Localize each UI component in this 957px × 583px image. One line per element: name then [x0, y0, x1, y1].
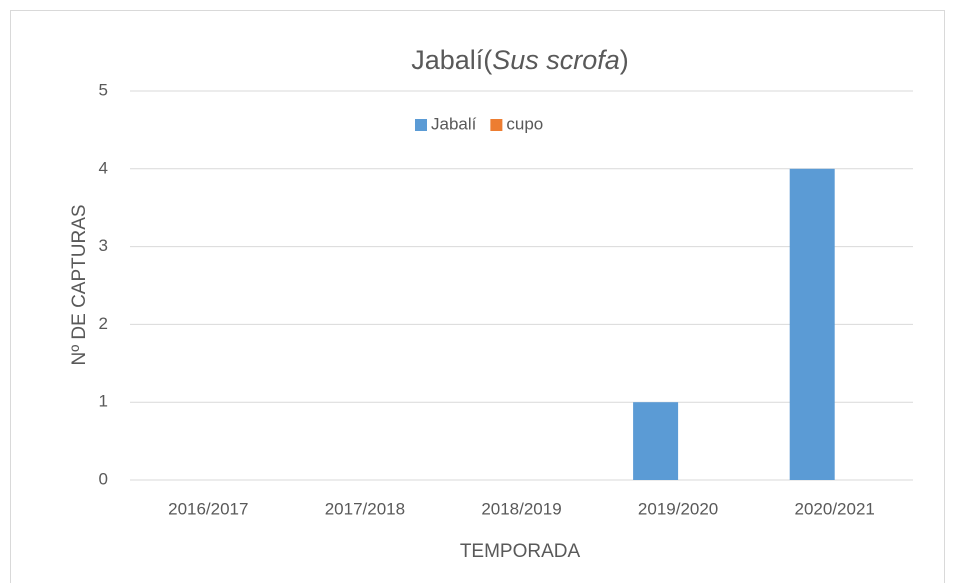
y-tick-label: 1: [99, 392, 108, 411]
y-tick-label: 0: [99, 469, 108, 488]
x-tick-label: 2020/2021: [795, 499, 875, 518]
title-part: ): [620, 45, 629, 75]
chart-border: [10, 10, 945, 583]
chart-title: Jabalí(Sus scrofa): [411, 45, 629, 75]
x-tick-label: 2018/2019: [481, 499, 561, 518]
x-tick-label: 2016/2017: [168, 499, 248, 518]
y-tick-label: 4: [99, 158, 108, 177]
legend-swatch: [415, 119, 427, 131]
legend-label: Jabalí: [431, 114, 477, 133]
legend-label: cupo: [506, 114, 543, 133]
bar: [789, 168, 835, 481]
y-tick-label: 3: [99, 236, 108, 255]
title-part: Jabalí(: [411, 45, 492, 75]
y-tick-label: 2: [99, 314, 108, 333]
x-axis-label: TEMPORADA: [460, 541, 581, 562]
bar: [633, 402, 679, 480]
legend-swatch: [490, 119, 503, 131]
y-axis-label: Nº DE CAPTURAS: [69, 204, 90, 365]
x-tick-label: 2017/2018: [325, 499, 405, 518]
x-tick-label: 2019/2020: [638, 499, 718, 518]
title-part: Sus scrofa: [492, 45, 620, 75]
y-tick-label: 5: [99, 80, 108, 99]
